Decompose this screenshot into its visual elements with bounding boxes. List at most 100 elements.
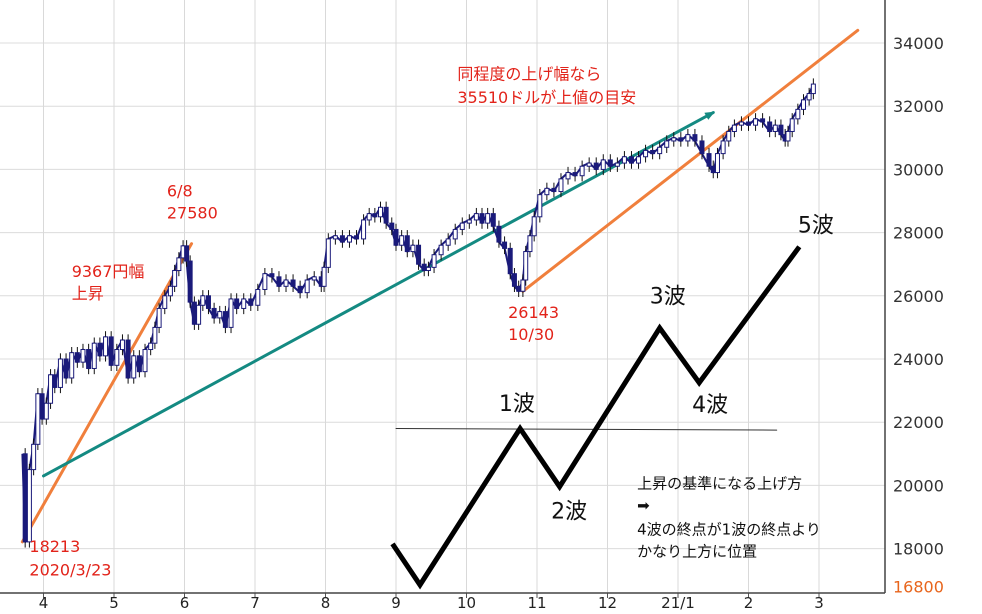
- elliott-wave: [390, 245, 802, 590]
- price-candle: [311, 276, 317, 281]
- annotation-red: 6/8: [167, 181, 193, 200]
- price-candle: [399, 235, 405, 246]
- x-tick-label: 12: [598, 594, 617, 612]
- price-candle: [685, 134, 691, 142]
- price-candle: [502, 241, 508, 249]
- price-candle: [565, 172, 571, 180]
- price-candle: [789, 118, 795, 132]
- price-candle: [438, 244, 444, 256]
- price-candle: [710, 165, 716, 174]
- price-candle: [699, 140, 705, 155]
- price-candle: [410, 244, 416, 253]
- orange-rise: [20, 242, 194, 544]
- price-candle: [339, 235, 345, 243]
- price-candle: [621, 156, 627, 164]
- y-tick-label: 30000: [893, 160, 944, 179]
- annotation-wave: 1波: [499, 392, 535, 417]
- price-candle: [283, 279, 289, 287]
- price-candle: [706, 153, 712, 167]
- x-tick-label: 8: [321, 594, 331, 612]
- price-candle: [600, 159, 606, 170]
- price-candle: [290, 279, 296, 287]
- price-candle: [496, 225, 502, 243]
- price-candle: [778, 124, 784, 136]
- price-candle: [184, 245, 190, 262]
- annotation-red: 同程度の上げ幅なら: [457, 64, 601, 83]
- price-candle: [97, 342, 103, 357]
- price-candle: [664, 140, 670, 148]
- price-candle: [167, 285, 173, 297]
- price-candle: [531, 216, 537, 237]
- annotation-wave: 2波: [551, 499, 587, 524]
- price-candle: [325, 238, 331, 268]
- price-candle: [162, 295, 168, 309]
- price-candle: [738, 121, 744, 126]
- price-candle: [131, 355, 137, 379]
- price-candle: [176, 257, 182, 272]
- price-candle: [196, 304, 202, 325]
- price-candle: [523, 251, 529, 281]
- y-tick-label: 20000: [893, 476, 944, 495]
- price-candle: [205, 295, 211, 309]
- price-candle: [276, 276, 282, 287]
- price-candle: [222, 311, 228, 328]
- price-candle: [35, 393, 41, 445]
- price-candle: [572, 172, 578, 177]
- price-candle: [586, 162, 592, 167]
- y-tick-label: 28000: [893, 224, 944, 243]
- price-candle: [136, 355, 142, 373]
- annotation-red: 上昇: [72, 284, 104, 303]
- price-candle: [114, 349, 120, 366]
- price-candle: [332, 235, 338, 240]
- annotation-black: 上昇の基準になる上げ方: [637, 475, 802, 493]
- price-candle: [304, 279, 310, 294]
- y-tick-label: 22000: [893, 413, 944, 432]
- price-candle: [416, 244, 422, 265]
- price-candle: [516, 285, 522, 292]
- price-candle: [52, 374, 58, 388]
- price-candle: [445, 238, 451, 246]
- price-candle: [657, 146, 663, 155]
- x-tick-label: 2: [744, 594, 754, 612]
- price-candle: [731, 124, 737, 132]
- price-candle: [421, 263, 427, 272]
- price-candle: [248, 298, 254, 306]
- price-candle: [241, 298, 247, 309]
- price-candle: [217, 311, 223, 319]
- price-candle: [628, 156, 634, 164]
- price-candle: [678, 137, 684, 142]
- price-candle: [425, 266, 431, 272]
- price-candle: [746, 121, 751, 126]
- price-candle: [234, 298, 240, 309]
- trend-lines: [20, 28, 860, 544]
- price-candle: [544, 187, 550, 196]
- price-candle: [152, 326, 158, 344]
- price-candle: [527, 235, 533, 253]
- price-candle: [187, 260, 193, 303]
- price-candle: [119, 339, 125, 351]
- price-candle: [558, 178, 564, 193]
- price-candle: [650, 149, 656, 155]
- y-min-label: 16800: [893, 578, 944, 597]
- x-tick-label: 6: [180, 594, 190, 612]
- wave1-line: [395, 428, 778, 431]
- price-candle: [404, 235, 410, 253]
- price-candle: [200, 295, 206, 306]
- price-candle: [452, 228, 458, 240]
- price-candle: [551, 187, 557, 193]
- price-candle: [507, 247, 513, 275]
- y-tick-label: 34000: [893, 34, 944, 53]
- price-candle: [262, 273, 268, 290]
- price-candle: [103, 336, 109, 357]
- price-candle: [366, 213, 372, 221]
- price-candle: [795, 108, 801, 120]
- annotation-red: 2020/3/23: [29, 560, 111, 579]
- price-candle: [579, 165, 585, 177]
- annotation-red: 35510ドルが上値の目安: [457, 88, 636, 107]
- x-tick-label: 11: [527, 594, 546, 612]
- price-candle: [772, 124, 778, 132]
- price-candle: [760, 118, 766, 123]
- price-candle: [537, 194, 543, 218]
- price-candle: [255, 288, 261, 306]
